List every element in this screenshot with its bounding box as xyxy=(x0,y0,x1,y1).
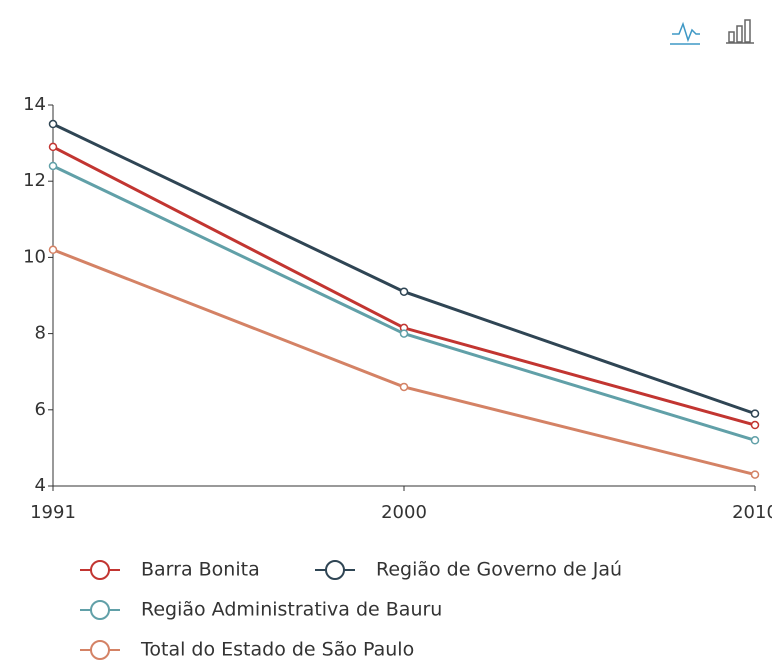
point xyxy=(750,470,760,479)
point xyxy=(399,382,409,392)
y-tick-label: 12 xyxy=(23,170,46,191)
legend-icon xyxy=(90,640,110,660)
legend-label: Total do Estado de São Paulo xyxy=(140,639,414,661)
y-tick-label: 8 xyxy=(35,323,46,344)
point xyxy=(48,119,58,129)
point xyxy=(750,420,760,430)
point xyxy=(48,161,58,171)
legend-label: Região de Governo de Jaú xyxy=(376,559,622,581)
point xyxy=(750,436,760,445)
legend-icon xyxy=(325,560,345,580)
point xyxy=(750,409,760,418)
x-tick-label: 2000 xyxy=(381,502,427,523)
x-tick-label: 2010 xyxy=(732,502,772,523)
point xyxy=(48,245,58,255)
legend-icon xyxy=(90,600,110,620)
toolbox-bar[interactable] xyxy=(726,19,754,44)
y-tick-label: 14 xyxy=(23,94,46,115)
legend-label: Barra Bonita xyxy=(141,559,260,581)
legend-icon xyxy=(90,560,110,580)
legend-label: Região Administrativa de Bauru xyxy=(141,599,442,621)
series-line xyxy=(52,248,756,477)
y-tick-label: 4 xyxy=(35,475,46,496)
series-line xyxy=(52,122,756,416)
y-tick-label: 6 xyxy=(35,399,46,420)
series-line xyxy=(52,164,756,442)
point xyxy=(399,287,409,296)
x-tick-label: 1991 xyxy=(30,502,76,523)
toolbox-line[interactable] xyxy=(670,21,700,45)
point xyxy=(399,329,409,338)
y-tick-label: 10 xyxy=(23,246,46,267)
point xyxy=(48,142,58,152)
